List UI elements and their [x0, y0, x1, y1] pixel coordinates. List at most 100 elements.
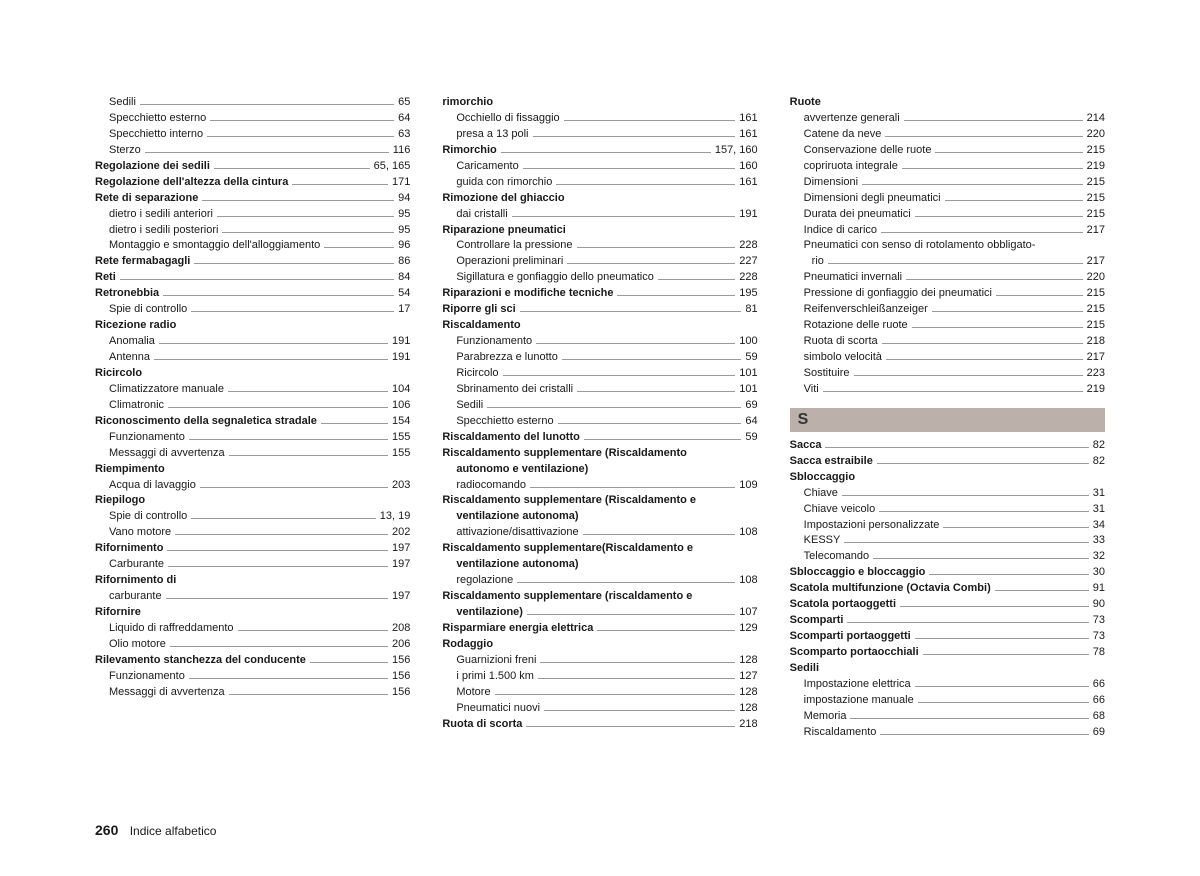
index-page: 156 [392, 685, 410, 701]
index-subentry: Chiave31 [790, 486, 1105, 502]
index-page: 108 [739, 573, 757, 589]
index-subentry: Sterzo 116 [95, 143, 410, 159]
index-label: Antenna [95, 350, 150, 366]
index-page: 160 [739, 159, 757, 175]
index-heading: Sedili [790, 661, 1105, 677]
index-label: ventilazione) [442, 605, 523, 621]
index-label: Rete di separazione [95, 191, 198, 207]
index-entry: Rete fermabagagli 86 [95, 254, 410, 270]
index-label: Riempimento [95, 462, 165, 478]
index-entry: Riporre gli sci81 [442, 302, 757, 318]
index-page: 69 [1093, 725, 1105, 741]
index-heading: Sbloccaggio [790, 470, 1105, 486]
index-label: Regolazione dell'altezza della cintura [95, 175, 288, 191]
index-heading: Ricircolo [95, 366, 410, 382]
index-label: Riscaldamento supplementare(Riscaldament… [442, 541, 693, 557]
index-entry: Retronebbia54 [95, 286, 410, 302]
index-page: 155 [392, 430, 410, 446]
index-subentry: Specchietto esterno64 [95, 111, 410, 127]
index-subentry: Acqua di lavaggio203 [95, 478, 410, 494]
index-page: 116 [393, 143, 411, 159]
index-subentry: Pneumatici nuovi128 [442, 701, 757, 717]
index-subentry: Viti219 [790, 382, 1105, 398]
index-subentry: Funzionamento156 [95, 669, 410, 685]
index-columns: Sedili65Specchietto esterno64Specchietto… [95, 95, 1105, 741]
index-label: guida con rimorchio [442, 175, 552, 191]
index-label: Sacca [790, 438, 822, 454]
index-subentry: Impostazione elettrica66 [790, 677, 1105, 693]
index-label: Riscaldamento del lunotto [442, 430, 580, 446]
index-heading: Rifornimento di [95, 573, 410, 589]
index-label: Rifornimento di [95, 573, 176, 589]
index-heading-cont: ventilazione autonoma) [442, 509, 757, 525]
index-label: Durata dei pneumatici [790, 207, 911, 223]
index-subentry: Catene da neve220 [790, 127, 1105, 143]
index-label: Montaggio e smontaggio dell'alloggiament… [95, 238, 320, 254]
index-entry: Ruota di scorta218 [442, 717, 757, 733]
index-page: 128 [739, 701, 757, 717]
index-page: 31 [1093, 486, 1105, 502]
index-page: 32 [1093, 549, 1105, 565]
index-subentry: regolazione108 [442, 573, 757, 589]
index-subentry: Occhiello di fissaggio161 [442, 111, 757, 127]
index-label: Ricircolo [95, 366, 142, 382]
index-page: 90 [1093, 597, 1105, 613]
page-number: 260 [95, 822, 118, 838]
index-subentry: dietro i sedili anteriori95 [95, 207, 410, 223]
index-subentry: Motore128 [442, 685, 757, 701]
index-label: Riparazioni e modifiche tecniche [442, 286, 613, 302]
index-heading: Riparazione pneumatici [442, 223, 757, 239]
index-label: Riepilogo [95, 493, 145, 509]
index-label: Scomparti [790, 613, 844, 629]
index-label: Caricamento [442, 159, 518, 175]
index-label: radiocomando [442, 478, 526, 494]
index-subentry: Ricircolo101 [442, 366, 757, 382]
index-label: Riscaldamento supplementare (Riscaldamen… [442, 446, 687, 462]
index-page: 86 [398, 254, 410, 270]
index-page: 157, 160 [715, 143, 758, 159]
index-page: 219 [1087, 159, 1105, 175]
index-page: 66 [1093, 693, 1105, 709]
index-entry: Riparazioni e modifiche tecniche195 [442, 286, 757, 302]
index-page: 64 [398, 111, 410, 127]
index-subentry: Reifenverschleißanzeiger215 [790, 302, 1105, 318]
index-label: Pneumatici con senso di rotolamento obbl… [790, 238, 1036, 254]
index-subentry: Riscaldamento69 [790, 725, 1105, 741]
index-label: Rifornimento [95, 541, 163, 557]
index-page: 65, 165 [374, 159, 411, 175]
index-subentry: dai cristalli191 [442, 207, 757, 223]
index-page: 203 [392, 478, 410, 494]
index-label: ventilazione autonoma) [442, 509, 578, 525]
index-heading: Riepilogo [95, 493, 410, 509]
index-page: 128 [739, 685, 757, 701]
index-page: 218 [739, 717, 757, 733]
index-label: Sedili [442, 398, 483, 414]
index-label: Scatola multifunzione (Octavia Combi) [790, 581, 991, 597]
index-label: Conservazione delle ruote [790, 143, 932, 159]
index-page: 95 [398, 207, 410, 223]
index-label: Dimensioni degli pneumatici [790, 191, 941, 207]
index-subentry: Sigillatura e gonfiaggio dello pneumatic… [442, 270, 757, 286]
index-label: Rete fermabagagli [95, 254, 190, 270]
index-label: Retronebbia [95, 286, 159, 302]
index-subentry: Impostazioni personalizzate34 [790, 518, 1105, 534]
index-page: 215 [1087, 191, 1105, 207]
index-heading: Riscaldamento [442, 318, 757, 334]
index-label: Sigillatura e gonfiaggio dello pneumatic… [442, 270, 654, 286]
index-subentry: Sedili69 [442, 398, 757, 414]
index-label: Sostituire [790, 366, 850, 382]
index-subentry: Funzionamento100 [442, 334, 757, 350]
index-label: Sterzo [95, 143, 141, 159]
index-page: 104 [392, 382, 410, 398]
column-3: Ruoteavvertenze generali214Catene da nev… [790, 95, 1105, 741]
index-label: Occhiello di fissaggio [442, 111, 559, 127]
index-label: Sbloccaggio [790, 470, 855, 486]
index-subentry: Caricamento 160 [442, 159, 757, 175]
index-page: 66 [1093, 677, 1105, 693]
index-subentry: Guarnizioni freni128 [442, 653, 757, 669]
index-label: dietro i sedili posteriori [95, 223, 218, 239]
index-label: Climatizzatore manuale [95, 382, 224, 398]
index-page: 156 [392, 669, 410, 685]
index-label: Funzionamento [95, 430, 185, 446]
index-heading: Rodaggio [442, 637, 757, 653]
